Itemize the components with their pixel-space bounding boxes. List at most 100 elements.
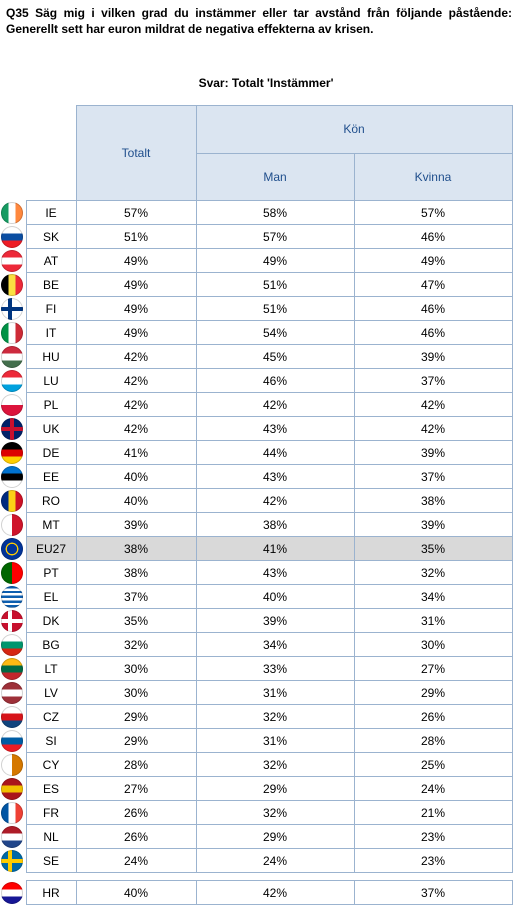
value-total: 40% (75, 488, 197, 513)
country-code: SK (25, 224, 77, 249)
row-spacer (0, 873, 512, 881)
table-row: DK 35% 39% 31% (0, 608, 513, 633)
value-woman: 31% (353, 608, 513, 633)
malta-flag-icon (1, 513, 23, 536)
value-man: 41% (195, 536, 355, 561)
value-total: 42% (75, 392, 197, 417)
results-table: Totalt Kön Man Kvinna IE 57% 58% 57% SK 51% 57… (0, 105, 513, 905)
value-total: 26% (75, 800, 197, 825)
value-woman: 23% (353, 824, 513, 849)
value-total: 26% (75, 824, 197, 849)
value-man: 40% (195, 584, 355, 609)
table-row: DE 41% 44% 39% (0, 440, 513, 465)
value-woman: 46% (353, 224, 513, 249)
value-woman: 28% (353, 728, 513, 753)
value-man: 54% (195, 320, 355, 345)
country-code: UK (25, 416, 77, 441)
value-total: 32% (75, 632, 197, 657)
table-row: HU 42% 45% 39% (0, 344, 513, 369)
latvia-flag-icon (1, 681, 23, 704)
value-woman: 25% (353, 752, 513, 777)
value-woman: 24% (353, 776, 513, 801)
table-row: FR 26% 32% 21% (0, 800, 513, 825)
value-man: 42% (195, 488, 355, 513)
header-man: Man (195, 152, 355, 201)
table-row: ES 27% 29% 24% (0, 776, 513, 801)
romania-flag-icon (1, 489, 23, 512)
value-man: 33% (195, 656, 355, 681)
table-row: BG 32% 34% 30% (0, 632, 513, 657)
flag-cell (0, 681, 26, 705)
country-code: LT (25, 656, 77, 681)
value-woman: 37% (353, 880, 513, 905)
value-man: 51% (195, 272, 355, 297)
flag-cell (0, 297, 26, 321)
country-code: HU (25, 344, 77, 369)
country-code: BE (25, 272, 77, 297)
country-code: CZ (25, 704, 77, 729)
flag-cell (0, 417, 26, 441)
country-code: LU (25, 368, 77, 393)
table-row: LU 42% 46% 37% (0, 368, 513, 393)
table-row: CY 28% 32% 25% (0, 752, 513, 777)
table-row: LT 30% 33% 27% (0, 656, 513, 681)
value-woman: 35% (353, 536, 513, 561)
country-code: ES (25, 776, 77, 801)
country-code: SE (25, 848, 77, 873)
country-code: FI (25, 296, 77, 321)
value-woman: 29% (353, 680, 513, 705)
value-woman: 21% (353, 800, 513, 825)
slovakia-flag-icon (1, 225, 23, 248)
value-total: 28% (75, 752, 197, 777)
value-total: 30% (75, 656, 197, 681)
country-code: FR (25, 800, 77, 825)
flag-cell (0, 801, 26, 825)
flag-cell (0, 657, 26, 681)
flag-cell (0, 825, 26, 849)
value-man: 24% (195, 848, 355, 873)
table-row: SI 29% 31% 28% (0, 728, 513, 753)
uk-flag-icon (1, 417, 23, 440)
value-man: 49% (195, 248, 355, 273)
austria-flag-icon (1, 249, 23, 272)
value-woman: 39% (353, 344, 513, 369)
country-code: IT (25, 320, 77, 345)
table-row: BE 49% 51% 47% (0, 272, 513, 297)
croatia-flag-icon (1, 881, 23, 904)
country-code: HR (25, 880, 77, 905)
header-gender: Kön (195, 105, 513, 154)
value-man: 34% (195, 632, 355, 657)
value-man: 51% (195, 296, 355, 321)
table-row-extra: HR 40% 42% 37% (0, 880, 513, 905)
table-row: RO 40% 42% 38% (0, 488, 513, 513)
value-man: 38% (195, 512, 355, 537)
value-man: 39% (195, 608, 355, 633)
country-code: EE (25, 464, 77, 489)
lithuania-flag-icon (1, 657, 23, 680)
denmark-flag-icon (1, 609, 23, 632)
table-row: CZ 29% 32% 26% (0, 704, 513, 729)
luxembourg-flag-icon (1, 369, 23, 392)
germany-flag-icon (1, 441, 23, 464)
value-total: 49% (75, 320, 197, 345)
flag-cell (0, 705, 26, 729)
value-woman: 26% (353, 704, 513, 729)
flag-cell (0, 881, 26, 905)
value-woman: 38% (353, 488, 513, 513)
netherlands-flag-icon (1, 825, 23, 848)
value-total: 29% (75, 728, 197, 753)
value-man: 29% (195, 776, 355, 801)
cyprus-flag-icon (1, 753, 23, 776)
value-man: 42% (195, 392, 355, 417)
country-code: NL (25, 824, 77, 849)
table-row: FI 49% 51% 46% (0, 296, 513, 321)
flag-cell (0, 225, 26, 249)
value-man: 57% (195, 224, 355, 249)
value-woman: 37% (353, 464, 513, 489)
value-woman: 42% (353, 392, 513, 417)
country-code: EU27 (25, 536, 77, 561)
value-man: 43% (195, 464, 355, 489)
value-man: 32% (195, 800, 355, 825)
value-total: 42% (75, 416, 197, 441)
flag-cell (0, 273, 26, 297)
